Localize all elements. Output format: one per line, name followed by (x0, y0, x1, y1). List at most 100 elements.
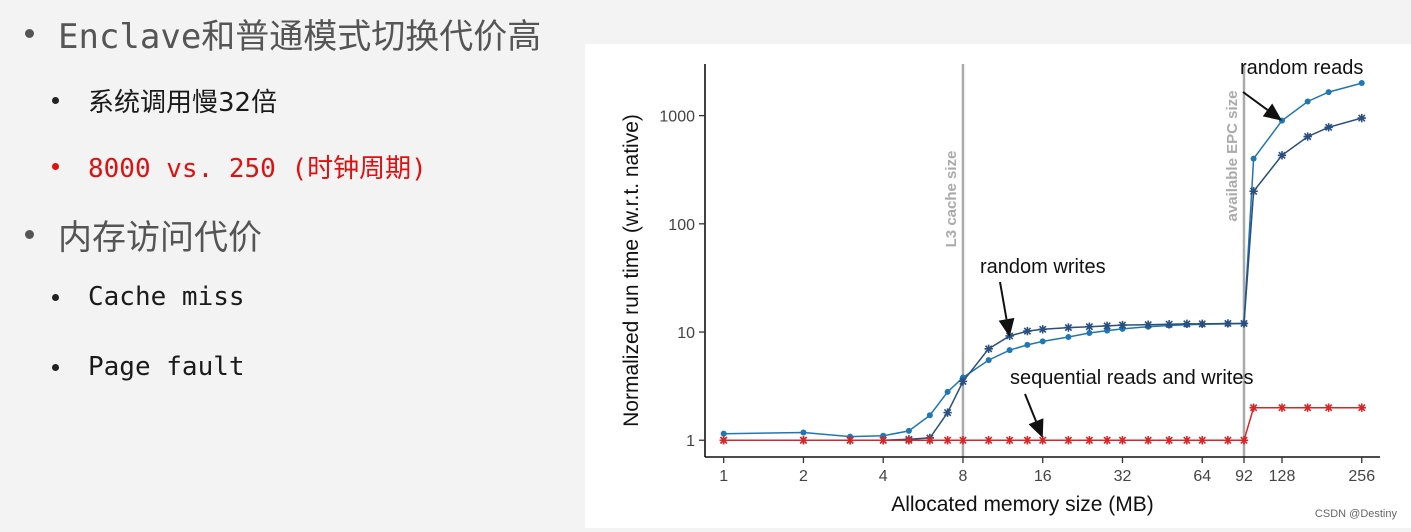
data-point (905, 427, 912, 434)
data-point (1304, 98, 1311, 105)
data-point (1102, 321, 1112, 331)
data-point (1085, 322, 1094, 331)
data-point (1006, 347, 1013, 354)
data-point (800, 429, 807, 436)
data-point (1223, 319, 1233, 328)
annotation-arrow-head-2 (1028, 418, 1044, 438)
data-point (1143, 436, 1153, 445)
data-point (1064, 436, 1073, 445)
data-point (1023, 326, 1032, 336)
series-layer (719, 80, 1366, 445)
data-point (880, 432, 887, 439)
x-tick-label: 92 (1235, 468, 1253, 485)
slide-bullets-panel: Enclave和普通模式切换代价高 系统调用慢32倍 8000 vs. 250 … (0, 0, 585, 528)
data-point (1277, 403, 1287, 412)
annotation-text-0: random reads (1240, 57, 1363, 79)
y-tick-label: 10 (677, 325, 695, 342)
data-point (1249, 187, 1258, 196)
bullet-dot (25, 229, 34, 239)
data-point (1024, 341, 1031, 348)
data-point (1039, 338, 1046, 345)
x-tick-label: 1 (719, 468, 728, 485)
data-point (1104, 327, 1111, 334)
data-point (1005, 436, 1014, 445)
data-point (926, 412, 933, 419)
bullet-dot (52, 363, 59, 371)
data-point (1357, 403, 1366, 412)
data-point (1324, 123, 1333, 132)
data-point (1118, 436, 1127, 445)
data-point (943, 436, 952, 445)
data-point (1357, 113, 1366, 123)
x-tick-label: 8 (959, 468, 968, 485)
data-point (1064, 323, 1073, 332)
bullet-text: Page fault (88, 352, 245, 382)
data-point (958, 377, 968, 386)
bullet-text: 系统调用慢32倍 (88, 87, 278, 118)
data-point (1239, 319, 1249, 328)
data-point (1198, 436, 1207, 445)
x-tick-label: 64 (1193, 468, 1211, 485)
x-tick-label: 16 (1034, 468, 1052, 485)
y-tick-label: 1 (686, 433, 695, 450)
data-point (1164, 436, 1174, 445)
annotations: random reads random writes sequential read… (980, 57, 1363, 438)
bullet-enclave-switch: Enclave和普通模式切换代价高 (25, 10, 542, 57)
data-point (1239, 436, 1249, 445)
annotation-arrow-head-1 (998, 317, 1015, 337)
data-point (720, 430, 727, 437)
annotation-text-1: random writes (980, 256, 1106, 278)
vline-label-1: available EPC size (1224, 91, 1241, 222)
annotation-arrow-shaft-1 (999, 281, 1008, 320)
data-point (1038, 436, 1047, 445)
data-point (1085, 436, 1094, 445)
runtime-chart: L3 cache size available EPC size 1 2 4 8 16 32… (620, 57, 1380, 516)
data-point (719, 436, 728, 445)
series-line-1 (723, 117, 1363, 441)
data-point (845, 436, 855, 445)
data-point (1065, 333, 1072, 340)
bullet-text: Enclave和普通模式切换代价高 (58, 16, 542, 57)
data-point (1086, 329, 1093, 336)
data-point (1223, 436, 1233, 445)
y-tick-label: 1000 (659, 109, 695, 126)
data-point (1182, 436, 1192, 445)
annotation-arrow-head-0 (1262, 103, 1282, 121)
y-tick-label: 100 (668, 217, 695, 234)
bullet-cache-miss: Cache miss (52, 277, 245, 317)
data-point (985, 357, 992, 364)
x-tick-label: 128 (1269, 468, 1296, 485)
data-point (1143, 320, 1153, 329)
bullet-dot (25, 28, 34, 38)
axes: 1 2 4 8 16 32 64 92 128 256 1 10 100 1000 Allocated me… (620, 64, 1380, 516)
x-axis-label: Allocated memory size (MB) (891, 493, 1154, 516)
data-point (1325, 89, 1332, 96)
data-point (984, 344, 993, 353)
data-point (904, 436, 914, 445)
data-point (1023, 436, 1032, 445)
bullet-text: 8000 vs. 250 (时钟周期) (88, 153, 427, 184)
annotation-arrow-shaft-0 (1242, 91, 1269, 111)
x-tick-label: 4 (879, 468, 888, 485)
data-point (1164, 320, 1174, 329)
bullet-dot (52, 96, 59, 104)
bullet-text: Cache miss (88, 282, 245, 312)
data-point (1038, 325, 1047, 334)
chart-panel: L3 cache size available EPC size 1 2 4 8 16 32… (585, 44, 1411, 528)
bullet-dot (52, 293, 59, 301)
data-point (958, 436, 968, 445)
data-point (1277, 151, 1287, 160)
data-point (879, 436, 888, 445)
data-point (1198, 319, 1207, 329)
annotation-arrow-shaft-2 (1024, 393, 1037, 422)
data-point (1118, 320, 1127, 330)
data-point (1303, 132, 1312, 141)
bullet-memory-access: 内存访问代价 (25, 211, 262, 258)
vline-label-0: L3 cache size (943, 151, 960, 248)
y-axis-label: Normalized run time (w.r.t. native) (620, 114, 643, 427)
bullet-clock-cycles: 8000 vs. 250 (时钟周期) (52, 146, 427, 186)
bullet-syscall-slowdown: 系统调用慢32倍 (52, 80, 277, 120)
bullet-page-fault: Page fault (52, 347, 245, 387)
reference-lines: L3 cache size available EPC size (943, 64, 1246, 457)
data-point (1250, 155, 1257, 162)
